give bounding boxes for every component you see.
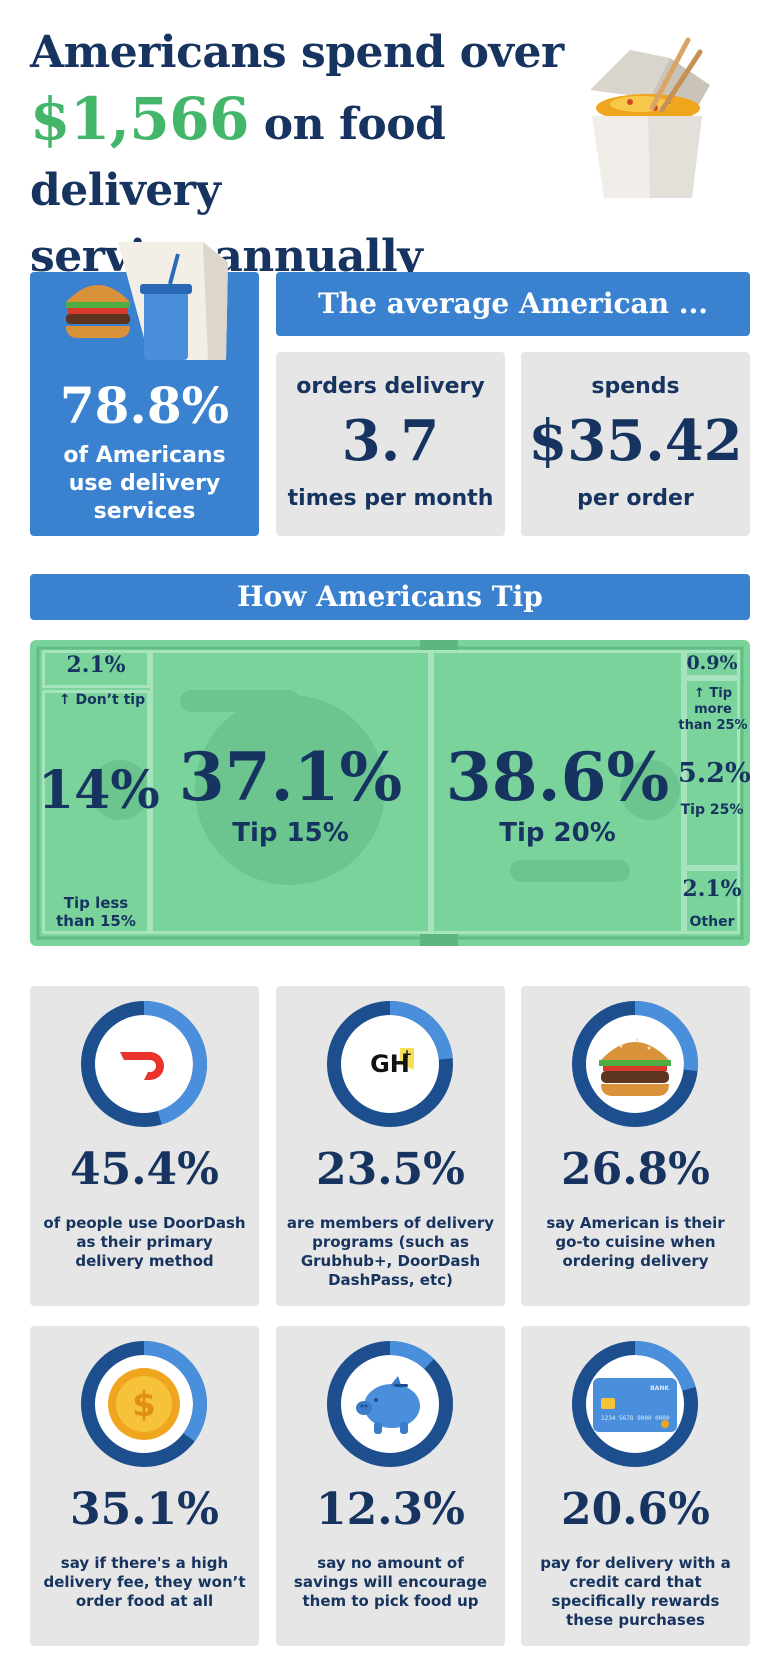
- title-line2-rest: on food delivery: [30, 99, 446, 216]
- segment-dont-tip: [42, 650, 150, 688]
- stat-percent: 26.8%: [561, 1144, 710, 1195]
- orders-top-text: orders delivery: [296, 374, 485, 399]
- average-american-header: The average American ...: [276, 272, 750, 336]
- dont-tip-label: ↑ Don’t tip: [58, 692, 146, 708]
- stat-card-savings: 12.3% say no amount of savings will enco…: [276, 1326, 505, 1646]
- tip-15-value: 37.1%: [178, 738, 403, 816]
- tips-header-text: How Americans Tip: [237, 580, 543, 613]
- tip-20-value: 38.6%: [445, 738, 670, 816]
- credit-card-icon: BANK 1234 5678 9000 0000: [593, 1378, 677, 1432]
- card-number-text: 1234 5678 9000 0000: [601, 1415, 670, 1422]
- tip-15-label: Tip 15%: [232, 818, 349, 848]
- grubhub-plus-logo-icon: GH +: [352, 1026, 428, 1102]
- usage-text-line3: services: [93, 499, 196, 524]
- stat-percent: 35.1%: [70, 1484, 219, 1535]
- stat-card-delivery-fee: $ 35.1% say if there's a high delivery f…: [30, 1326, 259, 1646]
- spends-value: $35.42: [528, 408, 743, 474]
- card-bank-text: BANK: [650, 1385, 669, 1392]
- spends-card: spends $35.42 per order: [521, 352, 750, 536]
- usage-text-line1: of Americans: [63, 443, 226, 468]
- stat-percent: 23.5%: [316, 1144, 465, 1195]
- svg-text:$: $: [132, 1385, 156, 1425]
- takeout-box-icon: [590, 37, 710, 198]
- ring-fill-arc: [572, 1001, 698, 1127]
- stat-description: say American is their go-to cuisine when…: [546, 1214, 725, 1270]
- stat-description: pay for delivery with a credit card that…: [540, 1554, 731, 1629]
- piggy-bank-icon: [356, 1376, 420, 1434]
- stat-percent: 12.3%: [316, 1484, 465, 1535]
- doordash-logo-icon: [106, 1026, 182, 1102]
- spends-bottom-text: per order: [577, 486, 694, 511]
- stat-description: say no amount of savings will encourage …: [293, 1554, 488, 1610]
- stat-percent: 20.6%: [561, 1484, 710, 1535]
- annual-spend-amount: $1,566: [30, 85, 249, 153]
- more-25-label-line1: ↑ Tip more: [693, 686, 733, 717]
- orders-bottom-text: times per month: [287, 486, 494, 511]
- spends-top-text: spends: [591, 374, 680, 399]
- grubhub-logo-text: GH: [370, 1050, 410, 1078]
- more-25-value: 0.9%: [686, 652, 738, 674]
- stat-description: are members of delivery programs (such a…: [286, 1214, 495, 1289]
- more-25-label: ↑ Tip more than 25%: [676, 686, 750, 734]
- stat-card-credit-card: BANK 1234 5678 9000 0000 20.6% pay for d…: [521, 1326, 750, 1646]
- segment-tip-15: [150, 650, 431, 934]
- coin-icon: $: [108, 1368, 180, 1440]
- tip-25-label: Tip 25%: [680, 802, 744, 818]
- segment-tip-25: [684, 678, 740, 868]
- orders-card: orders delivery 3.7 times per month: [276, 352, 505, 536]
- segment-other: [684, 868, 740, 934]
- other-value: 2.1%: [682, 876, 742, 902]
- stat-card-delivery-programs: GH + 23.5% are members of delivery progr…: [276, 986, 505, 1306]
- less-15-label: Tip less than 15%: [42, 894, 150, 930]
- segment-more-25: [684, 650, 740, 678]
- less-15-label-line2: than 15%: [56, 912, 136, 930]
- ring-fill-arc: [327, 1001, 453, 1127]
- tips-money-panel: 2.1% ↑ Don’t tip 14% Tip less than 15% 3…: [30, 640, 750, 946]
- stat-description: say if there's a high delivery fee, they…: [43, 1554, 246, 1610]
- less-15-value: 14%: [38, 760, 160, 821]
- tip-20-label: Tip 20%: [499, 818, 616, 848]
- usage-percent: 78.8%: [59, 376, 230, 435]
- banknote-pattern-icon: [36, 640, 744, 946]
- usage-text: of Americans use delivery services: [30, 442, 259, 526]
- svg-text:+: +: [402, 1047, 412, 1061]
- dont-tip-value: 2.1%: [66, 652, 126, 678]
- tip-25-value: 5.2%: [678, 758, 750, 789]
- stat-card-american-cuisine: 26.8% say American is their go-to cuisin…: [521, 986, 750, 1306]
- title-line1: Americans spend over: [30, 27, 564, 78]
- title-line2: $1,566 on food delivery: [30, 86, 590, 224]
- orders-value: 3.7: [341, 408, 440, 474]
- ring-fill-arc: [327, 1341, 453, 1467]
- stat-description: of people use DoorDash as their primary …: [43, 1214, 246, 1270]
- stat-percent: 45.4%: [70, 1144, 219, 1195]
- stat-card-doordash: 45.4% of people use DoorDash as their pr…: [30, 986, 259, 1306]
- ring-fill-arc: [572, 1341, 698, 1467]
- ring-fill-arc: [81, 1001, 207, 1127]
- segment-less-15: [42, 690, 150, 934]
- other-label: Other: [689, 914, 735, 930]
- burger-icon: [599, 1038, 671, 1096]
- tips-header: How Americans Tip: [30, 574, 750, 620]
- ring-fill-arc: [81, 1341, 207, 1467]
- less-15-label-line1: Tip less: [63, 894, 129, 912]
- segment-tip-20: [431, 650, 684, 934]
- more-25-label-line2: than 25%: [678, 718, 748, 733]
- usage-text-line2: use delivery: [68, 471, 221, 496]
- delivery-bag-burger-icon: [66, 242, 228, 360]
- average-american-header-text: The average American ...: [317, 287, 709, 320]
